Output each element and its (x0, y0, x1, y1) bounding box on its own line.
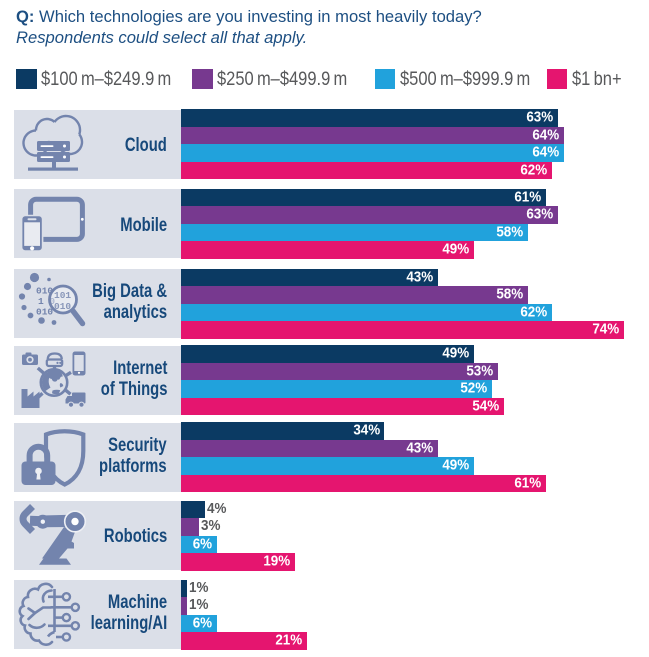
svg-text:010: 010 (36, 285, 53, 296)
svg-text:1 0: 1 0 (38, 296, 55, 307)
svg-text:010: 010 (36, 306, 53, 317)
svg-text:010: 010 (54, 301, 71, 312)
svg-text:101: 101 (54, 290, 71, 301)
